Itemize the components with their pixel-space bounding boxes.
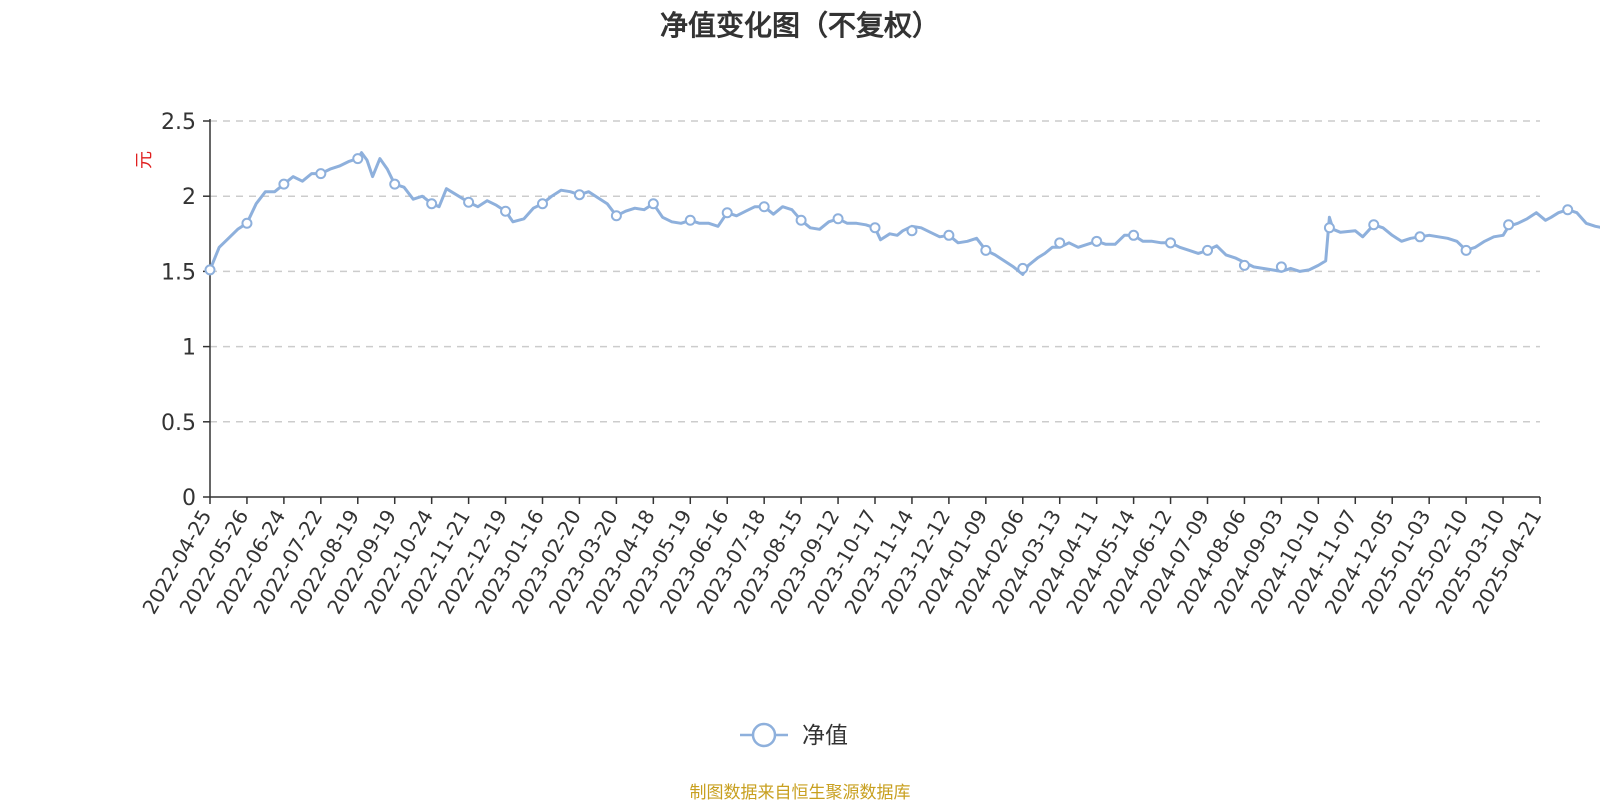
series-marker [907, 226, 916, 235]
series-marker [871, 223, 880, 232]
series-marker [390, 180, 399, 189]
series-marker [1055, 238, 1064, 247]
series-marker [1277, 262, 1286, 271]
series-marker [1203, 246, 1212, 255]
series-marker [1563, 205, 1572, 214]
x-tick-labels: 2022-04-252022-05-262022-06-242022-07-22… [137, 505, 1546, 618]
series-marker [1369, 220, 1378, 229]
series-marker [464, 198, 473, 207]
series-line-nav [210, 153, 1600, 275]
y-tick-label: 2.5 [161, 110, 196, 135]
series-marker [1166, 238, 1175, 247]
y-tick-labels: 00.511.522.5 [161, 110, 196, 511]
y-tick-label: 0.5 [161, 411, 196, 436]
series-marker [723, 208, 732, 217]
series-marker [760, 202, 769, 211]
series-marker [981, 246, 990, 255]
data-source-note: 制图数据来自恒生聚源数据库 [0, 778, 1600, 803]
y-tick-label: 2 [182, 185, 196, 210]
series-marker [575, 190, 584, 199]
series-marker [944, 231, 953, 240]
series-marker [686, 216, 695, 225]
series-marker [242, 219, 251, 228]
series-marker [834, 214, 843, 223]
series-marker [1415, 232, 1424, 241]
grid-lines [210, 121, 1540, 422]
series-marker [1092, 237, 1101, 246]
y-tick-label: 1 [182, 336, 196, 361]
series-marker [353, 154, 362, 163]
chart-title: 净值变化图（不复权） [0, 4, 1600, 44]
series-marker [649, 199, 658, 208]
series-marker [1504, 220, 1513, 229]
series-marker [1018, 264, 1027, 273]
series-marker [612, 211, 621, 220]
legend[interactable]: 净值 [740, 723, 848, 749]
legend-circle-icon [753, 724, 775, 746]
series-marker [206, 265, 215, 274]
axes [203, 119, 1540, 504]
series-marker [427, 199, 436, 208]
y-tick-label: 1.5 [161, 260, 196, 285]
chart-svg: 元 00.511.522.5 2022-04-252022-05-262022-… [0, 0, 1600, 780]
series-marker [1129, 231, 1138, 240]
series-marker [538, 199, 547, 208]
y-axis-unit-label: 元 [134, 151, 155, 169]
series-marker [279, 180, 288, 189]
series-markers [206, 154, 1600, 274]
series-marker [1462, 246, 1471, 255]
series-marker [501, 207, 510, 216]
series-marker [1240, 261, 1249, 270]
series-marker [797, 216, 806, 225]
legend-label: 净值 [802, 723, 848, 749]
series-marker [316, 169, 325, 178]
series-marker [1325, 223, 1334, 232]
